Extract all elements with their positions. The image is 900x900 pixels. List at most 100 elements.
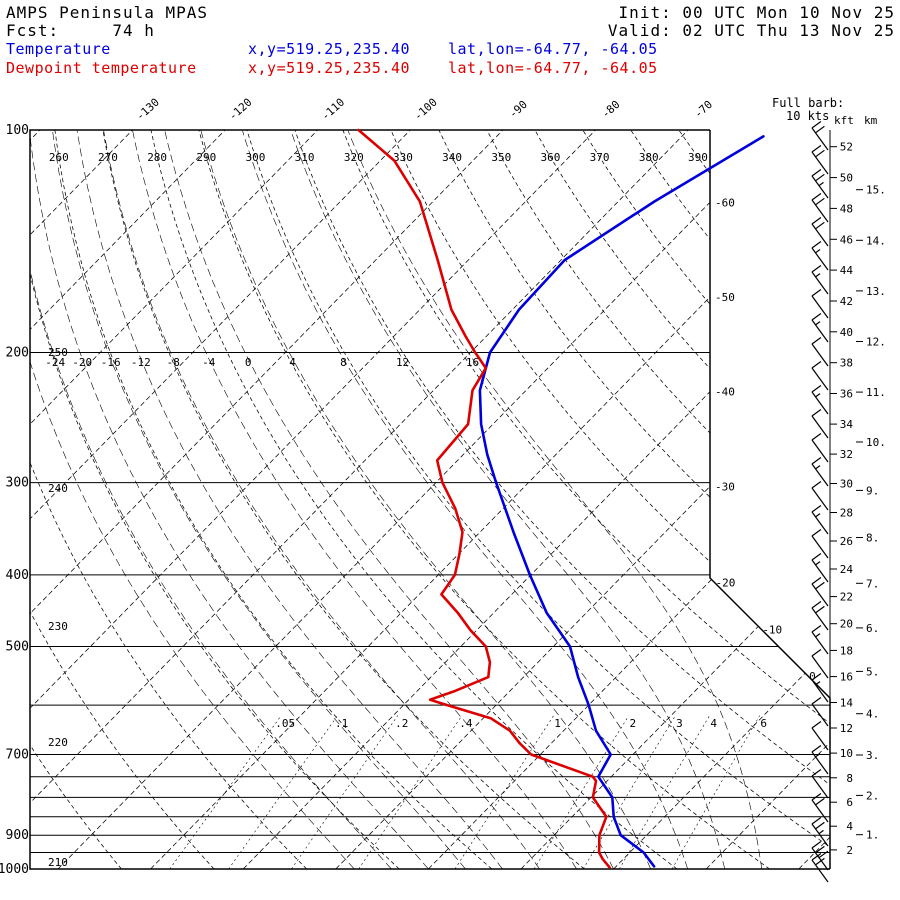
legend-temperature-latlon: lat,lon=-64.77, -64.05: [448, 40, 658, 58]
km-tick-label: 14.: [866, 234, 886, 247]
moist-adiabat-line: [30, 130, 355, 869]
theta-top-label: 290: [196, 151, 216, 164]
mixing-ratio-label: 1: [554, 717, 561, 730]
plot-frame: [29, 129, 831, 870]
mixing-ratio-line: [454, 715, 554, 869]
mixing-ratio-line: [228, 715, 338, 869]
wind-barb-staff: [811, 727, 829, 751]
kft-tick-label: 20: [840, 618, 853, 631]
wind-barb-full: [811, 793, 822, 801]
km-tick-label: 9.: [866, 484, 879, 497]
isotherm-right-label: -40: [715, 386, 735, 399]
moist-adiabat-label: -16: [101, 356, 121, 369]
wind-barb-full: [811, 313, 822, 321]
wind-barb-full: [815, 173, 825, 182]
wind-barb-half: [815, 393, 821, 398]
wind-barb-full: [811, 433, 822, 441]
isotherm-line: [30, 130, 689, 869]
wind-barb-full: [811, 841, 822, 849]
moist-adiabat-line: [132, 130, 577, 869]
dry-adiabat-line: [150, 130, 678, 869]
wind-barb-staff: [811, 463, 829, 487]
full-barb-note-title: Full barb:: [772, 96, 845, 110]
km-tick-label: 10.: [866, 436, 886, 449]
pressure-label: 500: [6, 640, 29, 655]
wind-barb-staff: [811, 343, 829, 367]
theta-top-label: 330: [393, 151, 413, 164]
wind-barb-column: [811, 121, 829, 883]
wind-barb-full: [811, 817, 822, 825]
mixing-ratio-label: 4: [710, 717, 717, 730]
mixing-ratio-label: 3: [676, 717, 683, 730]
wind-barb-staff: [811, 607, 829, 631]
km-tick-label: 4.: [866, 708, 879, 721]
kft-tick-label: 14: [840, 696, 854, 709]
isotherm-line: [30, 130, 596, 869]
isotherm-top-label: -90: [506, 98, 529, 121]
moist-adiabat-label: -20: [72, 356, 92, 369]
pressure-label: 1000: [0, 862, 29, 877]
wind-barb-staff: [811, 295, 829, 319]
wind-barb-full: [815, 197, 825, 206]
isotherm-top-label: -130: [134, 96, 162, 123]
dry-adiabat-line: [582, 130, 830, 869]
wind-barb-half: [815, 249, 821, 254]
wind-barb-full: [811, 673, 822, 681]
isotherm-line: [30, 130, 504, 869]
wind-barb-full: [815, 821, 825, 830]
kft-tick-label: 4: [846, 820, 853, 833]
mixing-ratio-label: .05: [275, 717, 295, 730]
moist-adiabat-line: [76, 130, 503, 869]
dry-adiabat-line: [30, 130, 307, 869]
km-tick-label: 6.: [866, 622, 879, 635]
isotherm-line: [242, 130, 830, 869]
wind-barb-staff: [811, 199, 829, 223]
theta-left-label: 240: [48, 482, 68, 495]
kft-tick-label: 10: [840, 747, 853, 760]
wind-barb-full: [811, 265, 822, 273]
kft-tick-label: 8: [846, 772, 853, 785]
moist-adiabat-line: [164, 130, 614, 869]
wind-barb-half: [815, 633, 821, 638]
moist-adiabat-line: [290, 130, 725, 869]
wind-barb-full: [815, 581, 825, 590]
kft-tick-label: 26: [840, 535, 853, 548]
moist-adiabat-line: [52, 130, 466, 869]
wind-barb-full: [811, 193, 822, 201]
wind-barb-staff: [811, 247, 829, 271]
wind-barb-staff: [811, 751, 829, 775]
moist-adiabat-line: [30, 130, 392, 869]
moist-adiabat-label: -8: [167, 356, 180, 369]
isotherm-line: [520, 130, 830, 869]
theta-top-label: 260: [49, 151, 69, 164]
wind-barb-half: [815, 561, 821, 566]
wind-barb-full: [811, 577, 822, 585]
km-tick-label: 12.: [866, 336, 886, 349]
wind-barb-staff: [811, 487, 829, 511]
wind-barb-staff: [811, 775, 829, 799]
pressure-label: 200: [6, 345, 29, 360]
kft-tick-label: 46: [840, 233, 853, 246]
km-tick-label: 7.: [866, 577, 879, 590]
theta-top-label: 310: [295, 151, 315, 164]
isotherm-line: [705, 130, 830, 869]
valid-time: Valid: 02 UTC Thu 13 Nov 25: [607, 21, 895, 40]
wind-barb-half: [815, 681, 821, 686]
kft-tick-label: 36: [840, 388, 853, 401]
dry-adiabat-line: [54, 130, 493, 869]
wind-barb-full: [811, 505, 822, 513]
dry-adiabat-line: [486, 130, 830, 869]
wind-barb-staff: [811, 655, 829, 679]
isotherm-line: [150, 130, 830, 869]
theta-top-label: 280: [147, 151, 167, 164]
wind-barb-full: [815, 149, 825, 158]
isotherm-right-label: -30: [715, 480, 735, 493]
mixing-ratio-line: [619, 715, 710, 869]
wind-barb-full: [811, 529, 822, 537]
moist-adiabat-label: 4: [289, 356, 296, 369]
theta-top-label: 270: [98, 151, 118, 164]
wind-barb-full: [811, 697, 822, 705]
pressure-label: 900: [6, 828, 29, 843]
